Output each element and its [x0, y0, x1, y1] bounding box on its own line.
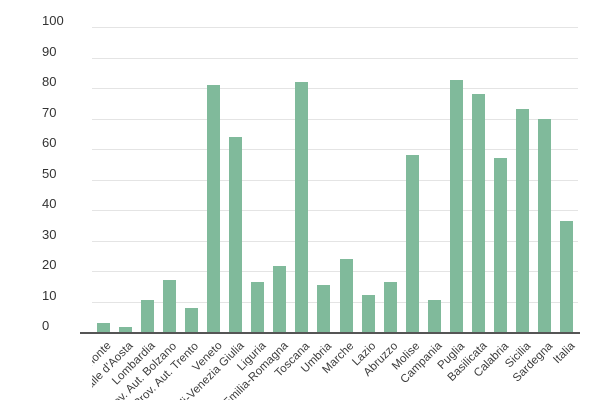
- bar[interactable]: [560, 220, 574, 332]
- gridline: [92, 149, 578, 150]
- bar[interactable]: [405, 155, 419, 332]
- y-tick-label: 0: [42, 318, 50, 333]
- y-tick-label: 60: [42, 135, 57, 150]
- bar[interactable]: [361, 295, 375, 332]
- bar[interactable]: [207, 84, 220, 332]
- gridline: [92, 271, 578, 272]
- bar[interactable]: [162, 280, 176, 332]
- y-tick-label: 80: [42, 74, 57, 89]
- bars-layer: [92, 27, 578, 332]
- x-tick-label: Italia: [551, 340, 578, 367]
- bar[interactable]: [251, 281, 265, 332]
- y-tick-label: 10: [42, 287, 57, 303]
- gridline: [92, 88, 578, 89]
- bar[interactable]: [96, 322, 110, 332]
- plot-area: [92, 27, 578, 333]
- bar[interactable]: [516, 109, 530, 332]
- bar[interactable]: [295, 81, 309, 332]
- y-tick-label: 70: [42, 104, 57, 120]
- x-axis-line: [80, 332, 580, 334]
- gridline: [92, 301, 578, 303]
- bar[interactable]: [538, 118, 552, 332]
- bar[interactable]: [273, 266, 287, 332]
- gridline: [92, 210, 578, 211]
- y-tick-label: 20: [42, 257, 57, 272]
- y-axis-tick-labels: 0 10 20 30 40 50 60 70 80 90 100: [42, 0, 88, 400]
- bar[interactable]: [339, 258, 353, 332]
- gridline: [92, 179, 578, 181]
- gridline: [92, 118, 578, 120]
- bar[interactable]: [184, 307, 198, 332]
- y-tick-label: 90: [42, 43, 57, 59]
- gridline: [92, 27, 578, 28]
- bar[interactable]: [450, 80, 463, 332]
- y-tick-label: 50: [42, 165, 57, 181]
- y-tick-label: 40: [42, 196, 57, 211]
- bar[interactable]: [118, 327, 132, 332]
- bar[interactable]: [229, 136, 243, 332]
- x-axis-tick-labels: Piemonte Valle d'Aosta Lombardia Prov. Aut.…: [92, 334, 600, 400]
- bar[interactable]: [427, 299, 441, 332]
- bar[interactable]: [494, 158, 508, 332]
- y-tick-label: 30: [42, 226, 57, 242]
- gridline: [92, 240, 578, 242]
- bar[interactable]: [383, 281, 397, 332]
- y-tick-label: 100: [42, 13, 64, 28]
- bar[interactable]: [472, 94, 486, 332]
- bar[interactable]: [140, 299, 154, 332]
- gridline: [92, 57, 578, 59]
- bar[interactable]: [317, 284, 331, 332]
